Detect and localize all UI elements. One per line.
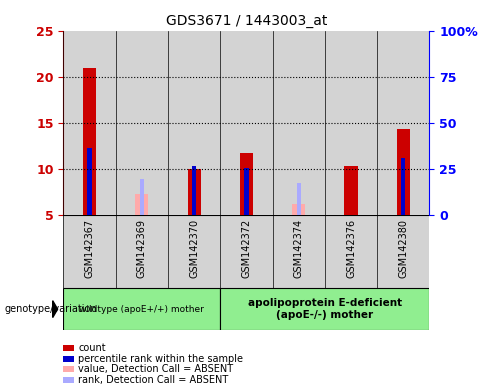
Bar — [140, 179, 144, 215]
Bar — [87, 148, 92, 215]
Bar — [292, 204, 305, 215]
Bar — [273, 31, 325, 215]
Text: value, Detection Call = ABSENT: value, Detection Call = ABSENT — [78, 364, 233, 374]
Bar — [273, 215, 325, 288]
Text: GSM142380: GSM142380 — [398, 219, 408, 278]
Text: GSM142370: GSM142370 — [189, 219, 199, 278]
Bar — [297, 183, 301, 215]
Bar — [325, 31, 377, 215]
Polygon shape — [53, 301, 58, 318]
Bar — [116, 31, 168, 215]
Bar — [220, 288, 429, 330]
Text: wildtype (apoE+/+) mother: wildtype (apoE+/+) mother — [80, 305, 204, 314]
Bar — [220, 31, 273, 215]
Bar — [325, 215, 377, 288]
Bar — [345, 166, 358, 215]
Text: genotype/variation: genotype/variation — [5, 304, 98, 314]
Text: rank, Detection Call = ABSENT: rank, Detection Call = ABSENT — [78, 375, 228, 384]
Text: GSM142376: GSM142376 — [346, 219, 356, 278]
Bar — [168, 31, 220, 215]
Text: GSM142374: GSM142374 — [294, 219, 304, 278]
Bar — [168, 215, 220, 288]
Text: percentile rank within the sample: percentile rank within the sample — [78, 354, 243, 364]
Bar — [397, 129, 410, 215]
Bar — [187, 169, 201, 215]
Text: GSM142369: GSM142369 — [137, 219, 147, 278]
Bar — [192, 166, 196, 215]
Text: GSM142367: GSM142367 — [84, 219, 95, 278]
Title: GDS3671 / 1443003_at: GDS3671 / 1443003_at — [166, 14, 327, 28]
Bar — [377, 215, 429, 288]
Bar — [63, 288, 220, 330]
Text: GSM142372: GSM142372 — [242, 219, 251, 278]
Bar — [63, 215, 116, 288]
Bar — [116, 215, 168, 288]
Bar — [240, 153, 253, 215]
Bar — [401, 158, 406, 215]
Bar — [244, 168, 248, 215]
Bar — [220, 215, 273, 288]
Bar — [135, 194, 148, 215]
Text: count: count — [78, 343, 106, 353]
Text: apolipoprotein E-deficient
(apoE-/-) mother: apolipoprotein E-deficient (apoE-/-) mot… — [248, 298, 402, 320]
Bar — [377, 31, 429, 215]
Bar — [63, 31, 116, 215]
Bar — [83, 68, 96, 215]
